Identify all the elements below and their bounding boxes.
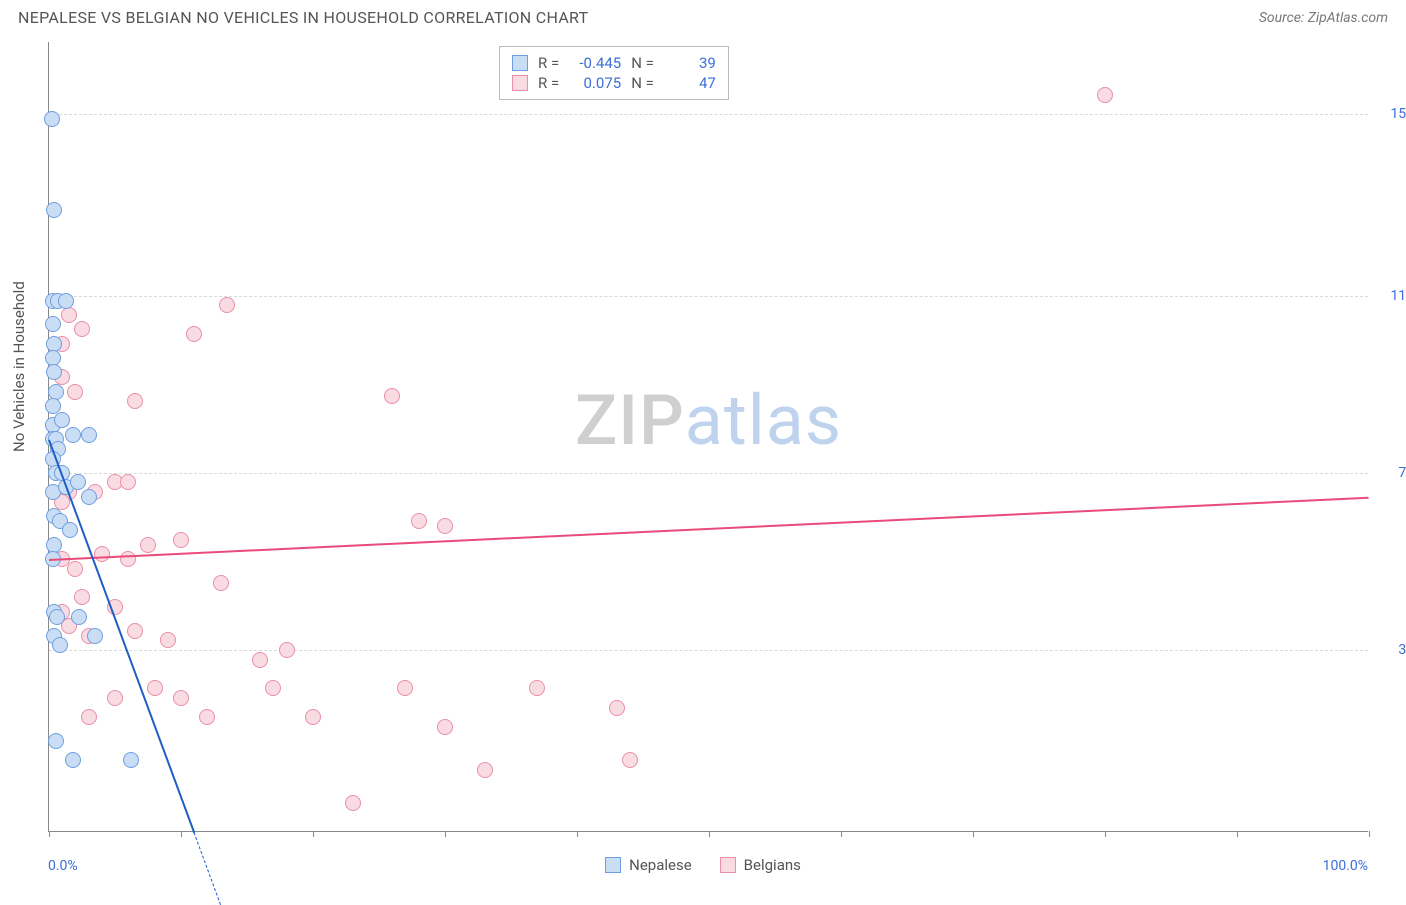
data-point-series2 (120, 551, 136, 567)
data-point-series1 (48, 384, 64, 400)
data-point-series1 (65, 752, 81, 768)
watermark: ZIPatlas (575, 380, 842, 462)
data-point-series2 (437, 518, 453, 534)
data-point-series2 (609, 700, 625, 716)
data-point-series2 (305, 709, 321, 725)
data-point-series1 (71, 609, 87, 625)
data-point-series2 (219, 297, 235, 313)
data-point-series1 (46, 364, 62, 380)
gridline (49, 473, 1368, 474)
swatch-series1-icon (605, 857, 621, 873)
x-tick (973, 831, 974, 837)
data-point-series2 (411, 513, 427, 529)
chart-area: No Vehicles in Household ZIPatlas R = -0… (18, 42, 1388, 882)
gridline (49, 650, 1368, 651)
x-tick (841, 831, 842, 837)
gridline (49, 114, 1368, 115)
data-point-series2 (147, 680, 163, 696)
data-point-series2 (120, 474, 136, 490)
y-axis-label: No Vehicles in Household (10, 281, 28, 452)
x-tick (181, 831, 182, 837)
y-tick-label: 15.0% (1390, 106, 1406, 122)
data-point-series2 (160, 632, 176, 648)
legend-item-series1: Nepalese (605, 856, 692, 874)
data-point-series1 (65, 427, 81, 443)
data-point-series1 (54, 412, 70, 428)
chart-title: NEPALESE VS BELGIAN NO VEHICLES IN HOUSE… (18, 8, 588, 27)
data-point-series1 (62, 522, 78, 538)
plot-region: ZIPatlas R = -0.445 N = 39 R = 0.075 N =… (48, 42, 1368, 832)
data-point-series1 (87, 628, 103, 644)
data-point-series2 (186, 326, 202, 342)
trendline-series2 (49, 497, 1369, 561)
y-tick-label: 3.8% (1398, 642, 1406, 658)
data-point-series2 (529, 680, 545, 696)
data-point-series1 (48, 733, 64, 749)
data-point-series1 (81, 427, 97, 443)
y-tick-label: 7.5% (1398, 465, 1406, 481)
stats-legend-box: R = -0.445 N = 39 R = 0.075 N = 47 (499, 46, 729, 100)
data-point-series2 (384, 388, 400, 404)
stats-row-series2: R = 0.075 N = 47 (512, 73, 716, 93)
data-point-series1 (123, 752, 139, 768)
data-point-series2 (397, 680, 413, 696)
data-point-series2 (67, 384, 83, 400)
data-point-series2 (81, 709, 97, 725)
data-point-series1 (52, 637, 68, 653)
x-tick (577, 831, 578, 837)
x-tick (1237, 831, 1238, 837)
source-label: Source: ZipAtlas.com (1259, 10, 1388, 26)
x-tick (1105, 831, 1106, 837)
y-tick-label: 11.2% (1390, 288, 1406, 304)
bottom-legend: Nepalese Belgians (18, 856, 1388, 874)
data-point-series2 (61, 307, 77, 323)
data-point-series2 (252, 652, 268, 668)
swatch-series1 (512, 55, 528, 71)
data-point-series2 (74, 321, 90, 337)
x-tick (313, 831, 314, 837)
data-point-series2 (140, 537, 156, 553)
data-point-series2 (173, 690, 189, 706)
swatch-series2 (512, 75, 528, 91)
data-point-series2 (94, 546, 110, 562)
data-point-series1 (81, 489, 97, 505)
stats-row-series1: R = -0.445 N = 39 (512, 53, 716, 73)
data-point-series2 (477, 762, 493, 778)
data-point-series2 (437, 719, 453, 735)
data-point-series1 (70, 474, 86, 490)
data-point-series1 (46, 202, 62, 218)
data-point-series1 (49, 609, 65, 625)
x-tick (49, 831, 50, 837)
data-point-series2 (127, 393, 143, 409)
data-point-series1 (45, 398, 61, 414)
data-point-series2 (213, 575, 229, 591)
legend-item-series2: Belgians (720, 856, 801, 874)
data-point-series1 (45, 316, 61, 332)
data-point-series2 (279, 642, 295, 658)
data-point-series1 (58, 293, 74, 309)
data-point-series2 (127, 623, 143, 639)
data-point-series2 (622, 752, 638, 768)
data-point-series2 (345, 795, 361, 811)
swatch-series2-icon (720, 857, 736, 873)
x-tick (1369, 831, 1370, 837)
x-tick (709, 831, 710, 837)
data-point-series1 (44, 111, 60, 127)
data-point-series2 (1097, 87, 1113, 103)
data-point-series2 (74, 589, 90, 605)
data-point-series2 (173, 532, 189, 548)
data-point-series2 (265, 680, 281, 696)
gridline (49, 296, 1368, 297)
data-point-series2 (107, 690, 123, 706)
data-point-series2 (67, 561, 83, 577)
data-point-series2 (199, 709, 215, 725)
x-tick (445, 831, 446, 837)
